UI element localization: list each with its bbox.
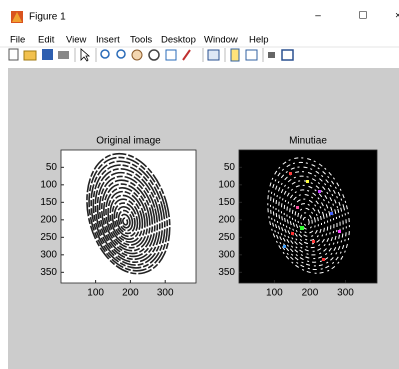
menu-item[interactable]: Tools xyxy=(130,35,152,46)
y-tick-label: 150 xyxy=(40,197,57,208)
axes-title: Minutiae xyxy=(289,136,327,147)
y-tick-label: 50 xyxy=(46,162,58,173)
pan-icon[interactable] xyxy=(132,50,142,60)
figure-window: Figure 1 – ☐ × File Edit View Insert Tools De… xyxy=(0,0,399,369)
minutiae-image xyxy=(239,149,377,283)
menu-item[interactable]: Window xyxy=(204,35,238,46)
menu-item[interactable]: Edit xyxy=(38,35,55,46)
y-tick-label: 300 xyxy=(40,249,57,260)
menu-item[interactable]: File xyxy=(10,35,25,46)
menu-item[interactable]: Help xyxy=(249,35,269,46)
legend-icon[interactable] xyxy=(246,50,257,60)
menu-item[interactable]: Insert xyxy=(96,35,120,46)
show-tools-icon[interactable] xyxy=(282,50,293,60)
y-tick-label: 350 xyxy=(40,267,57,278)
axes-title: Original image xyxy=(96,136,161,147)
x-tick-label: 300 xyxy=(337,288,354,299)
x-tick-label: 200 xyxy=(302,288,319,299)
print-icon[interactable] xyxy=(58,51,69,59)
y-tick-label: 300 xyxy=(218,249,235,260)
y-tick-label: 200 xyxy=(218,214,235,225)
window-title: Figure 1 xyxy=(29,12,66,23)
y-tick-label: 150 xyxy=(218,197,235,208)
y-tick-label: 200 xyxy=(40,214,57,225)
new-icon[interactable] xyxy=(9,49,18,60)
y-tick-label: 250 xyxy=(40,232,57,243)
y-tick-label: 100 xyxy=(40,179,57,190)
y-tick-label: 100 xyxy=(218,179,235,190)
close-button[interactable]: × xyxy=(395,11,399,22)
x-tick-label: 100 xyxy=(87,288,104,299)
menu-bar: File Edit View Insert Tools Desktop Window Help xyxy=(10,35,269,46)
menu-item[interactable]: View xyxy=(66,35,87,46)
datatip-icon[interactable] xyxy=(166,50,176,60)
x-tick-label: 200 xyxy=(122,288,139,299)
minimize-button[interactable]: – xyxy=(315,11,321,22)
hide-tools-icon[interactable] xyxy=(268,52,275,58)
save-icon[interactable] xyxy=(42,49,53,60)
colorbar-icon[interactable] xyxy=(231,49,239,61)
menu-item[interactable]: Desktop xyxy=(161,35,196,46)
y-tick-label: 350 xyxy=(218,267,235,278)
y-tick-label: 50 xyxy=(224,162,236,173)
x-tick-label: 300 xyxy=(157,288,174,299)
open-icon[interactable] xyxy=(24,51,36,60)
link-icon[interactable] xyxy=(208,50,219,60)
y-tick-label: 250 xyxy=(218,232,235,243)
original-image xyxy=(61,144,196,283)
maximize-button[interactable]: ☐ xyxy=(359,11,368,22)
x-tick-label: 100 xyxy=(266,288,283,299)
